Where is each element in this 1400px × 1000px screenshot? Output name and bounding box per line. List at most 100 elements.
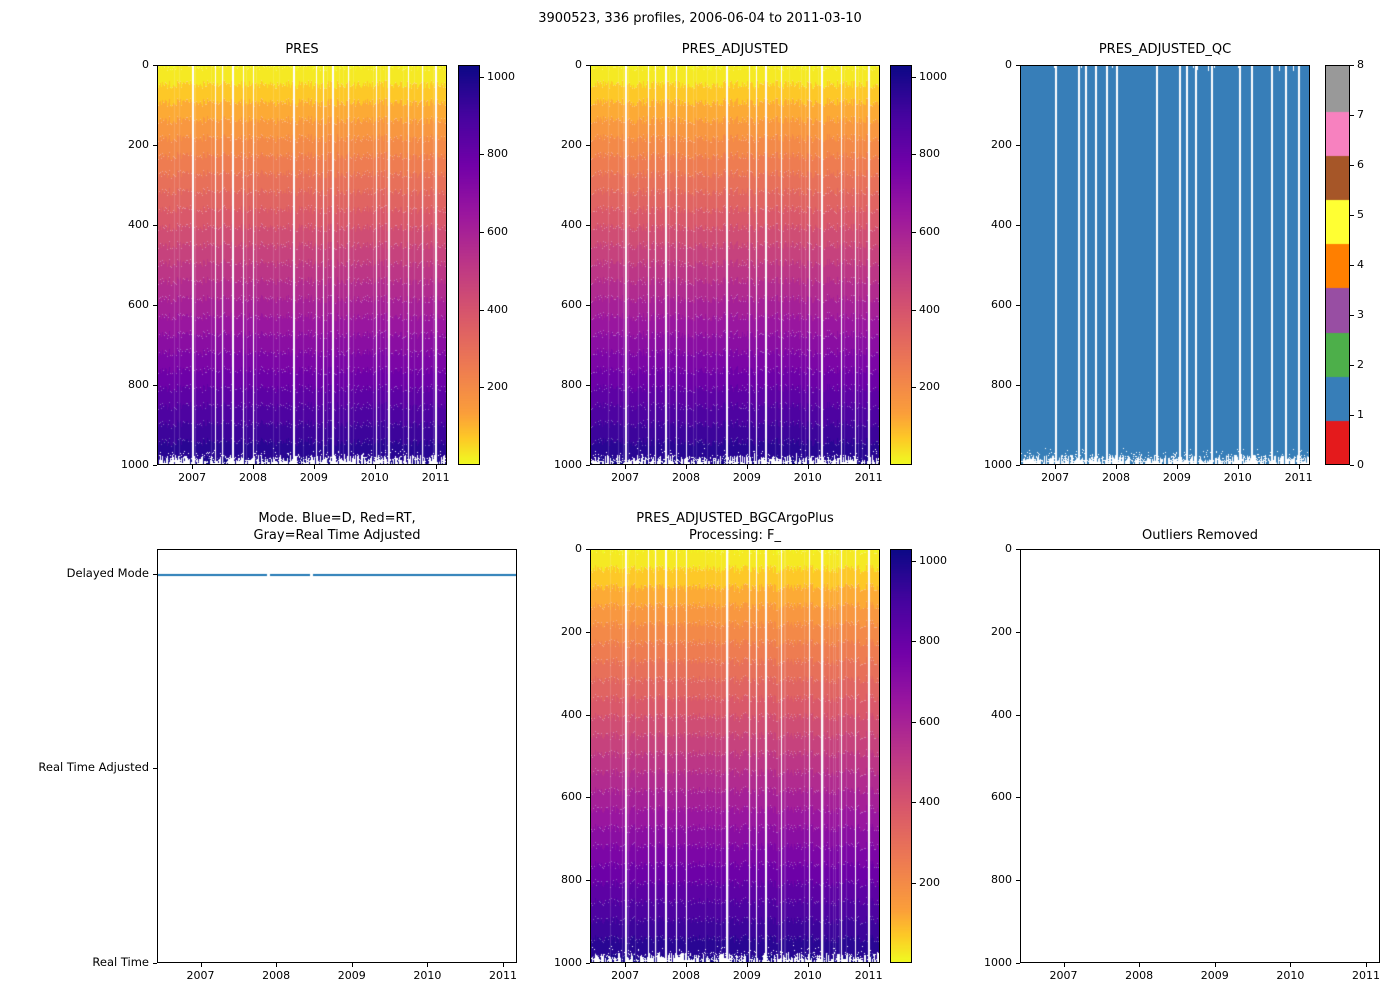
x-tick-mark — [436, 465, 437, 469]
y-tick-mark — [1016, 963, 1020, 964]
y-tick-mark — [586, 65, 590, 66]
colorbar-tick-mark — [912, 387, 916, 388]
y-category-label: Delayed Mode — [66, 566, 149, 580]
y-tick-mark — [153, 385, 157, 386]
y-tick-mark — [586, 465, 590, 466]
plot-pres-bgc — [590, 549, 880, 963]
colorbar-tick-label: 3 — [1357, 308, 1364, 321]
colorbar-tick-label: 800 — [919, 634, 940, 647]
y-tick-label: 800 — [561, 378, 582, 391]
y-tick-mark — [1016, 880, 1020, 881]
y-tick-mark — [153, 305, 157, 306]
x-tick-label: 2010 — [793, 471, 822, 484]
x-tick-label: 2009 — [732, 471, 761, 484]
x-tick-mark — [1299, 465, 1300, 469]
y-tick-label: 400 — [561, 218, 582, 231]
y-category-label: Real Time — [92, 955, 149, 969]
x-tick-mark — [1215, 963, 1216, 967]
title-mode: Mode. Blue=D, Red=RT, Gray=Real Time Adj… — [253, 511, 421, 543]
x-tick-label: 2010 — [360, 471, 389, 484]
colorbar-tick-label: 1000 — [919, 70, 947, 83]
x-tick-mark — [375, 465, 376, 469]
x-tick-label: 2011 — [421, 471, 450, 484]
colorbar-tick-mark — [1350, 265, 1354, 266]
y-tick-label: 1000 — [984, 956, 1012, 969]
x-tick-mark — [192, 465, 193, 469]
x-tick-mark — [1055, 465, 1056, 469]
colorbar-tick-label: 4 — [1357, 258, 1364, 271]
y-tick-mark — [1016, 632, 1020, 633]
y-tick-label: 1000 — [984, 458, 1012, 471]
title-outliers: Outliers Removed — [1141, 528, 1259, 543]
y-tick-mark — [153, 465, 157, 466]
colorbar-tick-mark — [912, 232, 916, 233]
y-tick-mark — [586, 305, 590, 306]
colorbar-tick-label: 1 — [1357, 408, 1364, 421]
y-tick-mark — [1016, 715, 1020, 716]
x-tick-mark — [276, 963, 277, 967]
colorbar-pres-bgc-gradient — [891, 550, 911, 962]
colorbar-tick-mark — [1350, 315, 1354, 316]
colorbar-tick-mark — [1350, 165, 1354, 166]
y-tick-label: 0 — [1005, 542, 1012, 555]
x-tick-label: 2007 — [1049, 969, 1078, 982]
colorbar-tick-mark — [1350, 465, 1354, 466]
colorbar-pres-adjusted-gradient — [891, 66, 911, 464]
colorbar-tick-label: 600 — [487, 225, 508, 238]
colorbar-tick-label: 2 — [1357, 358, 1364, 371]
y-tick-label: 800 — [561, 873, 582, 886]
x-tick-mark — [747, 963, 748, 967]
x-tick-label: 2009 — [1162, 471, 1191, 484]
y-tick-mark — [1016, 549, 1020, 550]
x-tick-label: 2007 — [1041, 471, 1070, 484]
y-tick-label: 600 — [128, 298, 149, 311]
x-tick-mark — [625, 465, 626, 469]
title-pres-adjusted: PRES_ADJUSTED — [681, 42, 789, 57]
x-tick-mark — [808, 963, 809, 967]
y-tick-mark — [586, 797, 590, 798]
plot-pres — [157, 65, 447, 465]
colorbar-tick-label: 1000 — [487, 70, 515, 83]
y-tick-label: 1000 — [554, 458, 582, 471]
colorbar-tick-mark — [912, 77, 916, 78]
colorbar-tick-label: 1000 — [919, 554, 947, 567]
colorbar-tick-mark — [480, 77, 484, 78]
x-tick-mark — [686, 465, 687, 469]
y-tick-label: 800 — [991, 873, 1012, 886]
colorbar-pres-gradient — [459, 66, 479, 464]
y-tick-label: 400 — [128, 218, 149, 231]
x-tick-mark — [625, 963, 626, 967]
x-tick-mark — [1116, 465, 1117, 469]
x-tick-mark — [201, 963, 202, 967]
x-tick-mark — [869, 963, 870, 967]
x-tick-mark — [747, 465, 748, 469]
y-tick-label: 800 — [128, 378, 149, 391]
colorbar-tick-label: 200 — [919, 380, 940, 393]
colorbar-tick-mark — [1350, 65, 1354, 66]
y-tick-label: 400 — [991, 218, 1012, 231]
x-tick-mark — [1177, 465, 1178, 469]
x-tick-label: 2009 — [299, 471, 328, 484]
x-tick-label: 2010 — [793, 969, 822, 982]
x-tick-label: 2007 — [186, 969, 215, 982]
pres-adjusted-heatmap-canvas — [591, 66, 879, 464]
colorbar-tick-mark — [912, 310, 916, 311]
colorbar-tick-mark — [912, 722, 916, 723]
y-tick-label: 200 — [561, 625, 582, 638]
x-tick-label: 2007 — [178, 471, 207, 484]
figure-suptitle: 3900523, 336 profiles, 2006-06-04 to 201… — [538, 11, 862, 26]
x-tick-label: 2008 — [671, 471, 700, 484]
plot-pres-adjusted-qc — [1020, 65, 1310, 465]
colorbar-tick-mark — [480, 387, 484, 388]
colorbar-tick-mark — [1350, 115, 1354, 116]
x-tick-label: 2011 — [1284, 471, 1313, 484]
y-tick-mark — [153, 145, 157, 146]
title-pres-bgc: PRES_ADJUSTED_BGCArgoPlus Processing: F_ — [636, 511, 834, 543]
x-tick-mark — [314, 465, 315, 469]
x-tick-label: 2008 — [1101, 471, 1130, 484]
x-tick-label: 2010 — [1223, 471, 1252, 484]
y-tick-label: 1000 — [121, 458, 149, 471]
y-category-label: Real Time Adjusted — [38, 760, 149, 774]
y-tick-mark — [1016, 225, 1020, 226]
